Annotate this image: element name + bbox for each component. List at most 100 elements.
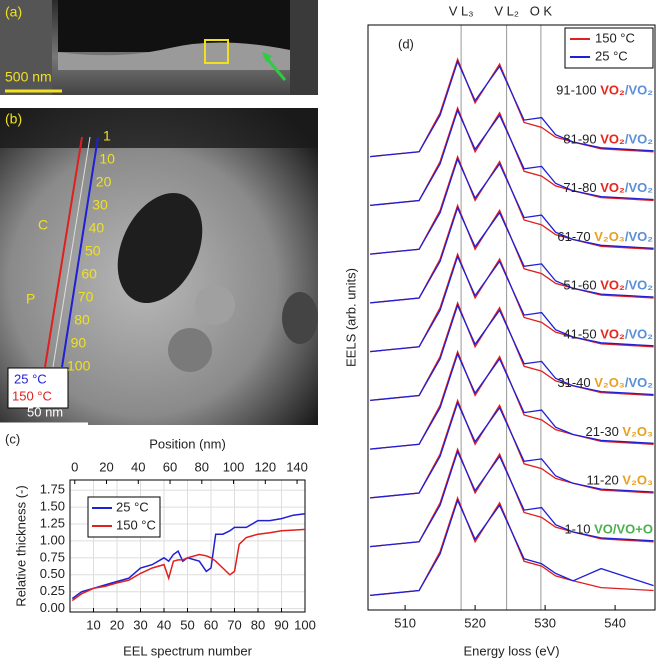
range-label: 91-100 xyxy=(556,83,596,98)
x2-axis-label: Position (nm) xyxy=(149,436,226,451)
y-axis-label: Relative thickness (-) xyxy=(13,485,28,606)
position-label: 10 xyxy=(99,151,115,167)
legend-box xyxy=(564,27,654,69)
spectrum-line xyxy=(370,157,654,255)
x-tick-label: 50 xyxy=(180,617,194,632)
x2-tick-label: 140 xyxy=(286,459,308,474)
x-tick-label: 90 xyxy=(274,617,288,632)
range-label: 51-60 xyxy=(563,278,596,293)
y-tick-label: 1.50 xyxy=(40,499,65,514)
spectrum-line xyxy=(370,498,654,597)
spectrum-label: 41-50 VO₂/VO₂ xyxy=(563,327,653,342)
y-tick-label: 0.00 xyxy=(40,600,65,615)
y-axis-label: EELS (arb. units) xyxy=(343,268,358,367)
legend-label: 25 °C xyxy=(116,499,149,514)
legend-label: 150 °C xyxy=(116,517,156,532)
x-tick-label: 80 xyxy=(251,617,265,632)
spectrum-line xyxy=(370,303,654,402)
phase-label: V₂O₃ xyxy=(622,473,653,488)
phase-label: V₂O₃ xyxy=(594,229,625,244)
spectrum-line xyxy=(370,449,654,548)
y-tick-label: 0.25 xyxy=(40,583,65,598)
scale-label: 500 nm xyxy=(5,69,52,85)
spectrum-line xyxy=(370,59,654,158)
spectrum-label: 81-90 VO₂/VO₂ xyxy=(563,132,653,147)
marker-label: V L₃ xyxy=(449,3,474,18)
phase-label: VO₂ xyxy=(600,181,625,196)
spectrum-line xyxy=(370,205,654,304)
spectrum-line xyxy=(370,495,654,597)
position-label: 90 xyxy=(71,335,87,351)
position-label: 1 xyxy=(103,128,111,144)
position-label: 40 xyxy=(89,220,105,236)
y-tick-label: 0.75 xyxy=(40,549,65,564)
y-tick-label: 0.50 xyxy=(40,566,65,581)
range-label: 81-90 xyxy=(563,132,596,147)
spectrum-label: 1-10 VO/VO+O xyxy=(564,522,653,537)
position-label: 70 xyxy=(78,289,94,305)
phase-label: VO₂ xyxy=(600,278,625,293)
x-tick-label: 10 xyxy=(86,617,100,632)
position-label: 30 xyxy=(92,197,108,213)
x-tick-label: 520 xyxy=(464,615,486,630)
plot-frame xyxy=(367,24,656,611)
spectrum-line xyxy=(370,254,654,353)
x-axis-label: EEL spectrum number xyxy=(123,643,253,658)
spectrum-label: 31-40 V₂O₃/VO₂ xyxy=(557,376,653,391)
spectrum-label: 11-20 V₂O₃ xyxy=(587,473,654,488)
x2-tick-label: 0 xyxy=(71,459,78,474)
x2-tick-label: 120 xyxy=(254,459,276,474)
phase-label: /VO₂ xyxy=(625,132,653,147)
data-line xyxy=(71,513,306,600)
panel-label: (a) xyxy=(5,4,22,20)
range-label: 11-20 xyxy=(587,473,619,488)
x-tick-label: 530 xyxy=(534,615,556,630)
range-label: 41-50 xyxy=(563,327,596,342)
scale-label: 50 nm xyxy=(27,404,63,419)
x2-tick-label: 80 xyxy=(195,459,209,474)
spectrum-label: 91-100 VO₂/VO₂ xyxy=(556,83,653,98)
micrograph-b xyxy=(0,108,318,426)
spectrum-line xyxy=(370,352,654,450)
panel-label: (c) xyxy=(5,431,20,446)
panel-label: (b) xyxy=(5,111,22,127)
position-label: 100 xyxy=(67,358,91,374)
y-tick-label: 1.00 xyxy=(40,532,65,547)
data-line xyxy=(71,528,306,602)
range-label: 1-10 xyxy=(564,522,590,537)
phase-label: VO₂ xyxy=(600,132,625,147)
x-tick-label: 40 xyxy=(157,617,171,632)
phase-label: V₂O₃ xyxy=(594,376,625,391)
position-label: 20 xyxy=(96,174,112,190)
legend-label: 25 °C xyxy=(14,371,47,386)
y-tick-label: 1.75 xyxy=(40,482,65,497)
spectrum-label: 61-70 V₂O₃/VO₂ xyxy=(557,229,653,244)
phase-label: V₂O₃ xyxy=(622,424,653,439)
marker-label: O K xyxy=(530,3,553,18)
legend-label: 25 °C xyxy=(595,48,628,63)
spectrum-label: 21-30 V₂O₃ xyxy=(586,424,653,439)
phase-label: VO/VO+O xyxy=(594,522,653,537)
x-tick-label: 100 xyxy=(294,617,316,632)
position-label: 60 xyxy=(81,266,97,282)
x-tick-label: 70 xyxy=(227,617,241,632)
x-tick-label: 60 xyxy=(204,617,218,632)
marker-label: V L₂ xyxy=(494,3,519,18)
phase-label: /VO₂ xyxy=(625,278,653,293)
plot-frame xyxy=(69,479,306,613)
x2-tick-label: 20 xyxy=(99,459,113,474)
position-label: 80 xyxy=(74,312,90,328)
spectrum-label: 51-60 VO₂/VO₂ xyxy=(563,278,653,293)
legend-label: 150 °C xyxy=(12,388,52,403)
x-tick-label: 510 xyxy=(394,615,416,630)
range-label: 21-30 xyxy=(586,424,619,439)
spectrum-label: 71-80 VO₂/VO₂ xyxy=(563,181,653,196)
phase-label: /VO₂ xyxy=(625,327,653,342)
legend-box xyxy=(87,496,161,538)
range-label: 31-40 xyxy=(557,376,590,391)
micrograph-a xyxy=(0,0,318,95)
x2-tick-label: 40 xyxy=(131,459,145,474)
phase-label: VO₂ xyxy=(600,83,625,98)
phase-label: VO₂ xyxy=(600,327,625,342)
